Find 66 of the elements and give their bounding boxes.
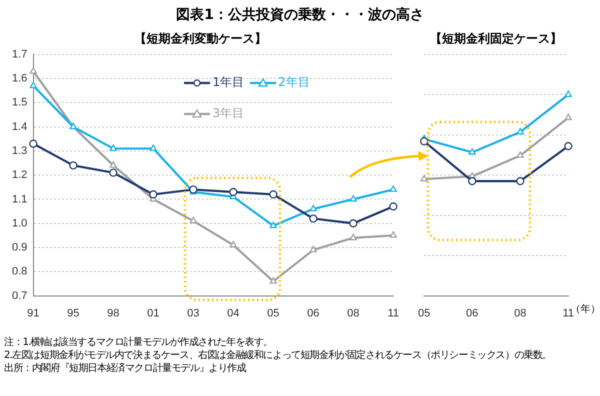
point (310, 204, 317, 212)
x-tick-label: 06 (307, 307, 320, 320)
y-tick-label: 1.6 (12, 72, 28, 85)
point (516, 128, 524, 134)
point (564, 114, 572, 120)
y-tick-label: 1.2 (12, 169, 28, 182)
point (420, 175, 428, 182)
point (389, 202, 398, 211)
x-tick-label: 11 (562, 307, 574, 320)
point (270, 222, 277, 228)
x-tick-label: 05 (267, 307, 280, 320)
point (349, 219, 358, 228)
x-tick-label: 08 (347, 307, 360, 320)
point (564, 90, 572, 97)
x-tick-label: 04 (227, 307, 240, 320)
x-tick-label: 95 (67, 307, 80, 320)
x-tick-label: 01 (147, 307, 160, 320)
point (110, 161, 117, 168)
point (109, 168, 118, 177)
point (468, 177, 476, 186)
point (564, 142, 572, 150)
x-tick-label: 11 (388, 307, 399, 320)
point (69, 161, 78, 170)
text: 2.左図は短期金利がモデル内で決まるケース、右図は金融緩和によって短期金利が固定されるケース（ポリシーミックス）の乗数。 (4, 349, 553, 362)
chart-subtitle: 【短期金利変動ケース】 (134, 31, 266, 46)
point (149, 190, 158, 199)
y-tick-label: 1.5 (12, 96, 28, 109)
y-tick-label: 1.4 (12, 120, 28, 133)
text: 注：1.横軸は該当するマクロ計量モデルが作成された年を表す。 (4, 336, 274, 349)
point (390, 185, 397, 192)
y-tick-label: 0.8 (12, 266, 28, 278)
y-tick-label: 0.9 (12, 242, 28, 254)
point (270, 277, 277, 284)
x-tick-label: 03 (187, 307, 200, 320)
point (468, 148, 476, 155)
y-tick-label: 0.7 (12, 290, 28, 302)
point (269, 190, 278, 199)
point (350, 195, 357, 202)
y-tick-label: 1.3 (12, 144, 28, 157)
point (516, 151, 524, 158)
x-tick-label: 98 (107, 307, 120, 320)
text: 出所：内閣府『短期日本経済マクロ計量モデル』より作成 (4, 362, 247, 375)
point (29, 140, 38, 148)
y-tick-label: 1.1 (12, 193, 28, 206)
point (150, 144, 157, 151)
x-tick-label: 91 (27, 307, 40, 320)
x-tick-label: 05 (418, 307, 430, 320)
point (229, 188, 238, 196)
point (390, 231, 397, 238)
legend-label: 3年目 (212, 105, 244, 122)
legend-label: 2年目 (278, 74, 310, 92)
point (420, 137, 428, 146)
point (309, 214, 318, 223)
point (310, 246, 317, 252)
y-tick-label: 1.7 (12, 48, 28, 60)
chart-title: 図表1：公共投資の乗数・・・波の高さ (175, 6, 425, 24)
point (190, 216, 197, 224)
point (350, 234, 357, 240)
legend-label: 1年目 (212, 74, 244, 92)
point (516, 177, 524, 186)
point (230, 241, 237, 248)
y-tick-label: 1.0 (12, 217, 28, 230)
x-tick-label: 06 (466, 307, 478, 320)
chart-title: 【短期金利固定ケース】 (430, 31, 562, 46)
x-tick-label: 08 (514, 307, 526, 320)
point (110, 144, 117, 151)
